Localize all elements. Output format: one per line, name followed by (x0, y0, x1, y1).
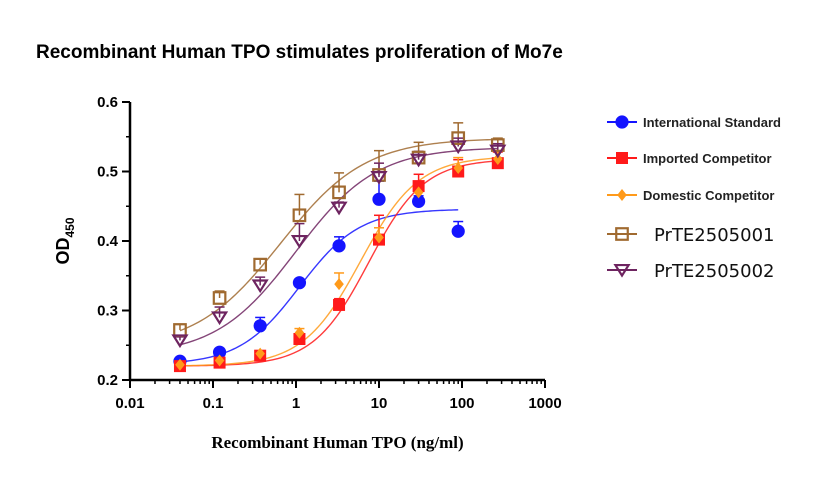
x-tick-label: 1000 (528, 395, 561, 412)
legend-label: Imported Competitor (643, 151, 772, 166)
data-point (330, 201, 348, 216)
x-ticks: 0.01 0.1 1 10 100 1000 (115, 380, 562, 412)
data-point (451, 224, 465, 238)
data-point (293, 332, 306, 345)
y-tick-label: 0.3 (97, 303, 118, 320)
data-point (214, 354, 225, 367)
data-point (253, 319, 267, 333)
data-point (332, 185, 346, 200)
chart-title: Recombinant Human TPO stimulates prolife… (36, 42, 563, 63)
data-point (451, 131, 466, 146)
data-point (332, 239, 346, 253)
legend-label: PrTE2505001 (654, 225, 774, 246)
fit-curve (179, 160, 498, 367)
y-tick-label: 0.4 (97, 233, 119, 250)
data-point (410, 153, 428, 168)
data-point (412, 180, 425, 193)
data-point (333, 298, 346, 311)
data-point (292, 276, 307, 290)
legend-marker (615, 227, 629, 241)
x-axis-title: Recombinant Human TPO (ng/ml) (211, 433, 463, 452)
y-axis-title: OD450 (53, 217, 77, 264)
legend-marker (615, 115, 629, 129)
y-axis-title-sub: 450 (63, 217, 77, 237)
data-point (334, 278, 344, 291)
data-point (212, 291, 227, 305)
data-point (370, 171, 388, 185)
data-point (212, 345, 227, 359)
legend-marker (616, 152, 628, 164)
data-point (489, 144, 507, 159)
x-tick-label: 100 (449, 395, 474, 412)
legend-label: Domestic Competitor (643, 188, 774, 203)
data-point (412, 194, 426, 208)
y-tick-label: 0.2 (97, 372, 118, 389)
data-point (251, 279, 269, 294)
x-tick-label: 10 (371, 395, 388, 412)
data-point (372, 192, 386, 206)
data-point (294, 326, 305, 339)
y-ticks: 0.2 0.3 0.4 0.5 0.6 (97, 94, 130, 389)
data-point (493, 152, 503, 165)
axes-group: 0.01 0.1 1 10 100 1000 0.2 0.3 0.4 0.5 0.6 (97, 94, 562, 412)
legend: International Standard Imported Competito… (607, 115, 781, 282)
x-tick-label: 1 (292, 395, 300, 412)
y-axis-title-main: OD (53, 238, 73, 265)
svg-text:OD450: OD450 (53, 217, 77, 264)
legend-marker (613, 263, 631, 278)
y-tick-label: 0.6 (97, 94, 118, 111)
data-point (290, 234, 309, 249)
fit-curve (179, 209, 459, 363)
data-points (171, 131, 507, 373)
data-point (175, 358, 185, 371)
data-point (255, 347, 265, 360)
data-point (374, 231, 384, 244)
legend-label: International Standard (643, 115, 781, 130)
data-point (449, 140, 467, 155)
x-tick-label: 0.01 (115, 395, 144, 412)
legend-label: PrTE2505002 (654, 261, 774, 282)
data-point (171, 334, 189, 349)
y-tick-label: 0.5 (97, 164, 118, 181)
data-point (292, 208, 307, 223)
fit-curve (179, 147, 498, 346)
data-point (210, 311, 229, 326)
data-point (253, 257, 268, 272)
data-point (453, 162, 464, 175)
data-point (413, 186, 424, 199)
x-tick-label: 0.1 (203, 395, 224, 412)
legend-marker (617, 189, 627, 201)
